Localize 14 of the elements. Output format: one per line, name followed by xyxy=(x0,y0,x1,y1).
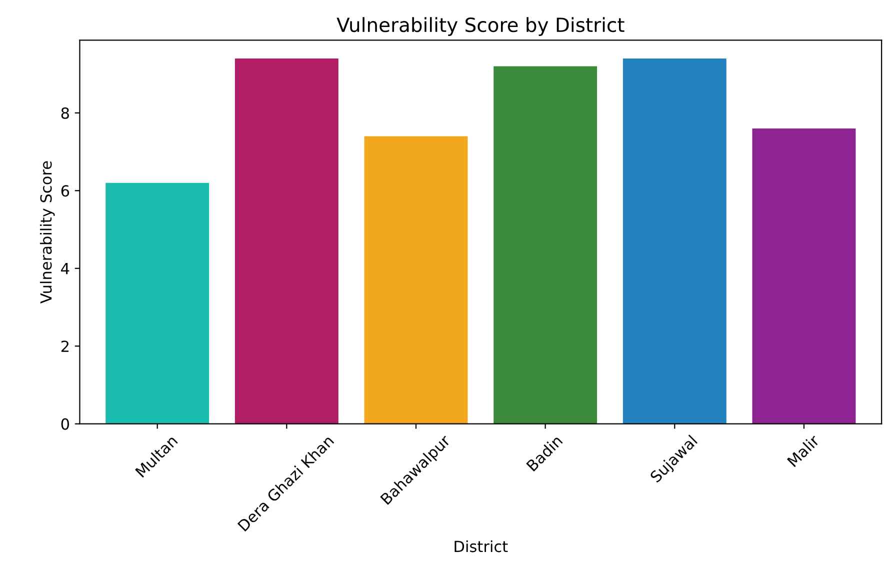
y-tick-label: 2 xyxy=(61,340,68,352)
bar xyxy=(494,66,598,424)
y-tick-label: 0 xyxy=(61,418,70,430)
y-tick-label: 6 xyxy=(61,185,70,197)
bar xyxy=(364,136,468,424)
y-axis-title: Vulnerability Score xyxy=(40,161,55,304)
bar xyxy=(622,58,726,424)
bar xyxy=(752,128,856,424)
y-tick-label: 8 xyxy=(61,107,69,119)
bar xyxy=(106,182,210,424)
chart-title: Vulnerability Score by District xyxy=(336,17,624,36)
bar xyxy=(234,58,338,424)
x-axis-title: District xyxy=(454,540,508,552)
y-tick-label: 4 xyxy=(61,263,70,274)
